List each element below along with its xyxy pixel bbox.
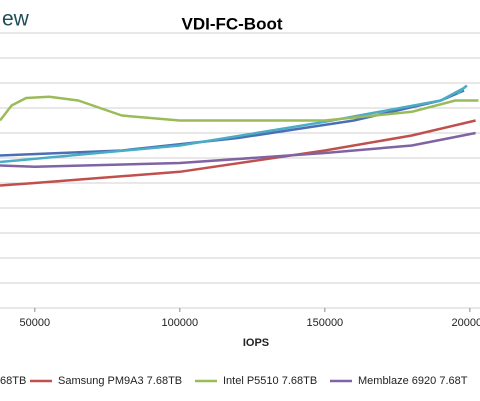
- chart-title: VDI-FC-Boot: [181, 14, 282, 33]
- x-tick-label: 200000: [451, 317, 480, 329]
- series-line: [0, 84, 468, 164]
- legend-label: Memblaze 6920 7.68T: [358, 375, 468, 387]
- x-axis-label: IOPS: [243, 337, 269, 349]
- legend-label: 68TB: [0, 375, 26, 387]
- series-line: [0, 119, 476, 187]
- x-tick-label: 100000: [161, 317, 198, 329]
- x-tick-label: 150000: [306, 317, 343, 329]
- series-line: [0, 95, 479, 122]
- logo: ew: [2, 8, 30, 31]
- series-line: [0, 131, 476, 169]
- legend-label: Samsung PM9A3 7.68TB: [58, 375, 182, 387]
- x-tick-label: 50000: [20, 317, 51, 329]
- legend-label: Intel P5510 7.68TB: [223, 375, 317, 387]
